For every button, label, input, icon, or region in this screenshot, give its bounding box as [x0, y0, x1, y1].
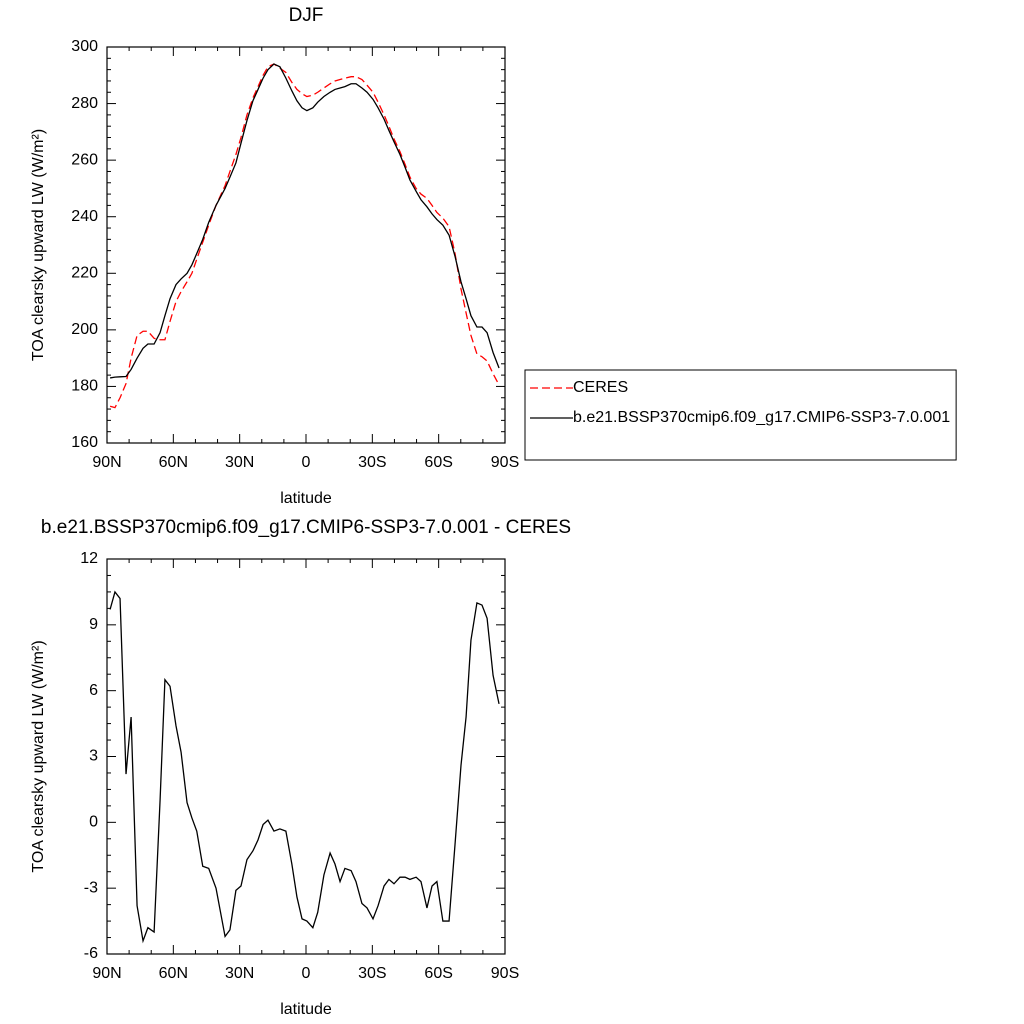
legend-frame — [524, 369, 957, 461]
x-tick-label: 60N — [159, 454, 188, 471]
x-tick-label: 30S — [358, 965, 386, 982]
chart-title: DJF — [289, 5, 324, 26]
data-line — [109, 63, 500, 409]
data-line — [109, 63, 500, 379]
plot-frame — [106, 46, 506, 444]
x-tick-label: 90S — [491, 965, 519, 982]
x-tick-label: 60S — [424, 454, 452, 471]
y-tick-label: 12 — [80, 550, 98, 567]
x-tick-label: 30S — [358, 454, 386, 471]
chart-title: b.e21.BSSP370cmip6.f09_g17.CMIP6-SSP3-7.… — [41, 517, 571, 538]
x-tick-label: 90S — [491, 454, 519, 471]
y-tick-label: 300 — [71, 38, 98, 55]
x-tick-label: 60N — [159, 965, 188, 982]
x-axis-label: latitude — [280, 490, 332, 507]
y-tick-label: 260 — [71, 151, 98, 168]
y-tick-label: 9 — [89, 616, 98, 633]
x-tick-label: 30N — [225, 454, 254, 471]
y-tick-label: 160 — [71, 434, 98, 451]
y-tick-label: 0 — [89, 814, 98, 831]
y-tick-label: 220 — [71, 265, 98, 282]
y-tick-label: -6 — [84, 945, 98, 962]
x-tick-label: 60S — [424, 965, 452, 982]
x-axis-label: latitude — [280, 1001, 332, 1018]
y-tick-label: 6 — [89, 682, 98, 699]
x-tick-label: 0 — [302, 454, 311, 471]
legend: CERES b.e21.BSSP370cmip6.f09_g17.CMIP6-SS… — [524, 369, 957, 461]
y-axis-label: TOA clearsky upward LW (W/m²) — [30, 129, 47, 361]
y-axis-label: TOA clearsky upward LW (W/m²) — [30, 640, 47, 872]
x-tick-label: 90N — [92, 965, 121, 982]
y-tick-label: 280 — [71, 95, 98, 112]
y-tick-label: 240 — [71, 208, 98, 225]
legend-label: CERES — [573, 379, 628, 396]
x-tick-label: 0 — [302, 965, 311, 982]
x-tick-label: 90N — [92, 454, 121, 471]
x-tick-label: 30N — [225, 965, 254, 982]
legend-label: b.e21.BSSP370cmip6.f09_g17.CMIP6-SSP3-7.… — [573, 409, 950, 426]
y-tick-label: -3 — [84, 879, 98, 896]
data-line — [109, 590, 500, 944]
y-tick-label: 180 — [71, 378, 98, 395]
plot-frame — [106, 558, 506, 955]
y-tick-label: 200 — [71, 321, 98, 338]
y-tick-label: 3 — [89, 748, 98, 765]
